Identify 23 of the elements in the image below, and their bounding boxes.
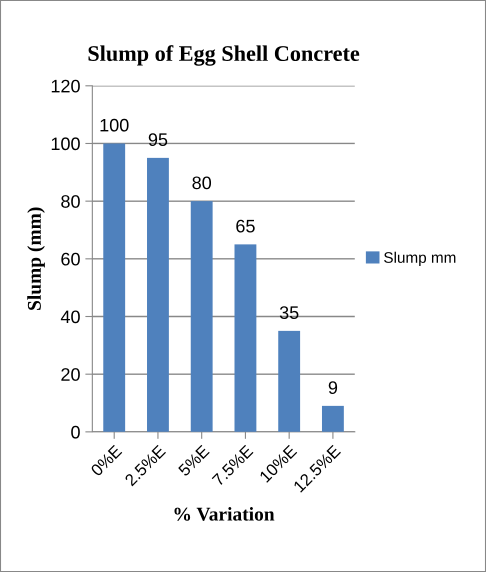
legend-label: Slump mm: [384, 252, 456, 266]
y-tick-label: 20: [61, 368, 80, 381]
bar: [278, 330, 300, 432]
data-label: 80: [192, 176, 212, 190]
bar: [147, 158, 169, 432]
y-tick-label: 60: [61, 252, 80, 266]
data-label: 65: [236, 220, 255, 233]
bar: [190, 201, 213, 432]
data-label: 35: [280, 306, 298, 320]
data-label: 9: [328, 381, 338, 394]
bar: [322, 406, 344, 432]
data-label: 100: [100, 118, 129, 132]
y-tick-label: 100: [52, 137, 80, 150]
x-axis-title: % Variation: [174, 507, 274, 521]
y-tick-label: 0: [71, 426, 80, 439]
y-tick-label: 120: [52, 80, 80, 93]
data-label: 95: [148, 133, 168, 146]
bar: [103, 143, 126, 432]
y-axis-title: Slump (mm): [27, 208, 45, 310]
y-tick-label: 80: [61, 195, 80, 208]
y-tick-label: 40: [60, 310, 80, 324]
chart-title: Slump of Egg Shell Concrete: [88, 45, 360, 66]
bar: [234, 244, 256, 432]
